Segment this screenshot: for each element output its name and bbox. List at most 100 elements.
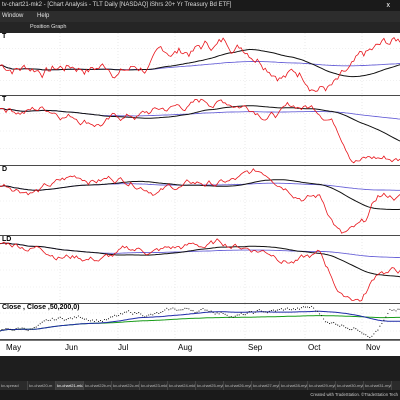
ratio-dot: [144, 316, 146, 318]
workspace-tab[interactable]: kv-chart22c-mkbre: [113, 381, 140, 390]
chart-pane-3[interactable]: D: [0, 166, 400, 236]
ratio-dot: [73, 316, 75, 318]
menu-item-help[interactable]: Help: [37, 13, 50, 19]
ratio-dot: [391, 309, 393, 311]
close-icon[interactable]: x: [386, 2, 391, 9]
ratio-dot: [308, 307, 311, 309]
ratio-dot: [110, 316, 112, 318]
month-label: Jun: [65, 343, 78, 352]
chart-pane-5[interactable]: Close , Close ,50,200,0): [0, 304, 400, 340]
ratio-dot: [258, 309, 260, 311]
ratio-dot: [35, 326, 37, 328]
ratio-dot: [327, 321, 329, 323]
ratio-dot: [284, 308, 286, 310]
chart-pane-1[interactable]: T: [0, 33, 400, 96]
chart-pane-4[interactable]: LD: [0, 236, 400, 304]
workspace-tab[interactable]: kv-chart24-mkbre: [169, 381, 196, 390]
ratio-dot: [236, 314, 238, 316]
workspace-tab[interactable]: kv-chart31-mybre: [365, 381, 392, 390]
workspace-tab[interactable]: kv-chart25-mybre: [197, 381, 224, 390]
ratio-dot: [43, 320, 45, 322]
ratio-dot: [112, 316, 114, 318]
ratio-dot: [349, 329, 351, 331]
ratio-dot: [304, 306, 307, 308]
ratio-dot: [5, 328, 7, 330]
workspace-tab[interactable]: kv-spread: [0, 381, 28, 390]
workspace-tab[interactable]: kv-chart20-m: [28, 381, 56, 390]
ratio-dot: [37, 324, 39, 326]
workspace-tab[interactable]: kv-chart21-mk2: [56, 381, 84, 390]
ratio-dot: [286, 307, 288, 309]
ratio-dot: [166, 307, 168, 309]
ratio-dot: [321, 315, 323, 317]
ratio-dot: [198, 310, 200, 312]
workspace-tab[interactable]: kv-chart23-mkbre: [141, 381, 168, 390]
workspace-tab[interactable]: kv-chart30-mybre: [337, 381, 364, 390]
ratio-fast-average-line: [0, 310, 400, 332]
ratio-dot: [212, 311, 214, 314]
month-label: Jul: [118, 343, 129, 352]
ratio-dot: [341, 324, 343, 326]
ratio-dot: [0, 330, 1, 332]
ratio-dot: [369, 337, 371, 339]
menu-item-window[interactable]: Window: [2, 13, 24, 19]
month-label: Nov: [366, 343, 381, 352]
ratio-dot: [17, 327, 19, 329]
ratio-dot: [200, 309, 202, 311]
fast-moving-average-line: [0, 105, 400, 142]
ratio-dot: [162, 310, 164, 313]
ratio-dot: [156, 312, 158, 314]
ratio-dot: [242, 314, 244, 316]
ratio-dot: [234, 315, 236, 317]
ratio-dot: [319, 313, 321, 315]
ratio-dot: [190, 309, 192, 311]
ratio-dot: [393, 309, 395, 311]
pane-5-plot: [0, 304, 400, 339]
ratio-dot: [69, 317, 71, 319]
ratio-dot: [103, 318, 106, 321]
workspace-tab[interactable]: kv-chart27-mybre: [253, 381, 280, 390]
ratio-dot: [280, 308, 282, 310]
ratio-dot: [114, 314, 116, 316]
ratio-dot: [228, 316, 230, 318]
position-graph-button[interactable]: Position Graph: [30, 24, 67, 30]
workspace-tab[interactable]: kv-chart28-mybre: [281, 381, 308, 390]
workspace-tab[interactable]: kv-chart22b-mkbre: [85, 381, 112, 390]
ratio-dot: [174, 308, 176, 310]
ratio-dot: [240, 312, 242, 314]
pane-3-label: D: [2, 166, 8, 173]
ratio-dot: [3, 329, 5, 331]
workspace-tab[interactable]: kv-chart26-mybre: [225, 381, 252, 390]
status-created-with: Created with TradeStation. ©TradeStation…: [310, 392, 398, 397]
ratio-dot: [33, 327, 35, 329]
ratio-dot: [365, 334, 367, 336]
pane-2-label: T: [2, 96, 7, 103]
ratio-dot: [389, 308, 391, 310]
ratio-dot: [292, 308, 295, 310]
month-label: Aug: [178, 343, 193, 352]
workspace-tab[interactable]: kv-chart29-mybre: [309, 381, 336, 390]
ratio-dot: [154, 312, 156, 315]
ratio-dot: [333, 322, 335, 324]
status-bar: Created with TradeStation. ©TradeStation…: [0, 390, 400, 400]
ratio-dot: [107, 318, 110, 320]
ratio-dot: [45, 319, 47, 321]
ratio-dot: [7, 327, 9, 330]
ratio-dot: [353, 327, 355, 329]
ratio-dot: [95, 319, 98, 321]
ratio-dot: [367, 335, 369, 337]
ratio-dot: [180, 309, 182, 311]
month-label: Oct: [308, 343, 321, 352]
ratio-dot: [146, 315, 148, 317]
ratio-dot: [331, 322, 333, 324]
pane-1-plot: [0, 33, 400, 95]
toolbar: Position Graph: [0, 22, 400, 33]
ratio-dot: [93, 320, 96, 323]
ratio-dot: [124, 311, 126, 313]
ratio-dot: [294, 309, 297, 311]
chart-pane-2[interactable]: T: [0, 96, 400, 166]
ratio-dot: [300, 307, 303, 309]
ratio-dot: [252, 312, 254, 314]
ratio-dot: [101, 320, 104, 322]
ratio-dot: [210, 310, 212, 312]
